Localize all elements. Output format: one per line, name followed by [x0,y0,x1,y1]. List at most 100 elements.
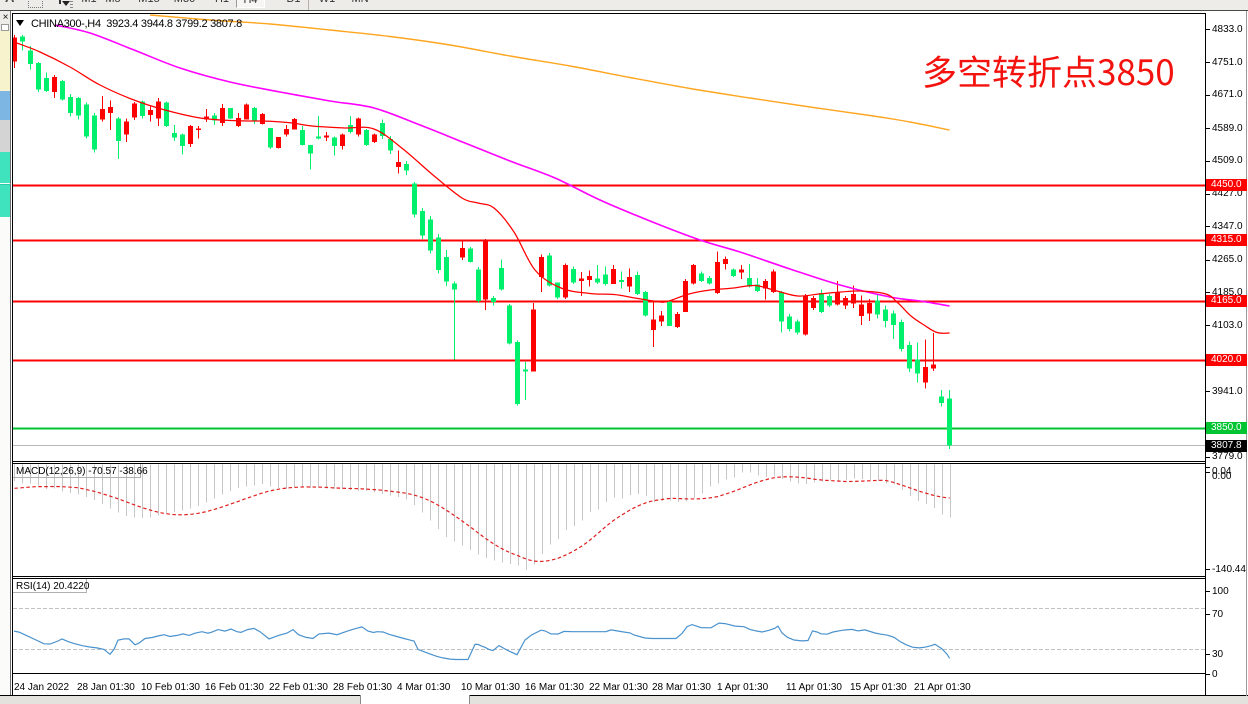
candle-body[interactable] [428,219,433,251]
candle-body[interactable] [931,364,936,369]
candle-body[interactable] [691,265,696,284]
level-badge-3850.0[interactable]: 3850.0 [1206,422,1247,434]
candle-body[interactable] [12,37,17,62]
candle-body[interactable] [124,121,129,135]
chart-symbol-period[interactable]: CHINA300-,H4 [31,18,101,30]
candle-body[interactable] [707,278,712,284]
candle-body[interactable] [204,116,209,120]
candle-body[interactable] [28,50,33,65]
candle-body[interactable] [683,281,688,313]
candle-body[interactable] [747,278,752,287]
level-badge-4165.0[interactable]: 4165.0 [1206,295,1247,307]
candle-body[interactable] [523,369,528,372]
text-tool-icon[interactable]: A [5,0,14,10]
candle-body[interactable] [356,118,361,135]
candle-body[interactable] [140,101,145,117]
candle-body[interactable] [228,107,233,119]
candle-body[interactable] [715,261,720,293]
candle-body[interactable] [452,283,457,290]
candle-body[interactable] [803,296,808,335]
candle-body[interactable] [763,281,768,289]
candle-body[interactable] [420,211,425,236]
timeframe-button-M15[interactable]: M15 [134,0,164,9]
candle-body[interactable] [148,109,153,116]
candle-body[interactable] [52,76,57,92]
timeframe-button-D1[interactable]: D1 [279,0,309,9]
timeframe-button-M1[interactable]: M1 [74,0,104,9]
level-badge-4450.0[interactable]: 4450.0 [1206,179,1247,191]
candle-body[interactable] [276,137,281,149]
candle-body[interactable] [300,129,305,146]
candle-body[interactable] [340,134,345,147]
timeframe-button-M30[interactable]: M30 [170,0,200,9]
candle-body[interactable] [92,115,97,150]
candle-body[interactable] [308,145,313,154]
region-select-icon[interactable] [28,0,43,8]
candle-body[interactable] [891,313,896,325]
candle-body[interactable] [212,115,217,121]
candle-body[interactable] [316,136,321,139]
candle-body[interactable] [611,269,616,284]
timeframe-button-W1[interactable]: W1 [312,0,342,9]
candle-body[interactable] [755,284,760,291]
candle-body[interactable] [771,271,776,292]
candle-body[interactable] [364,130,369,145]
candle-body[interactable] [468,248,473,262]
candle-body[interactable] [332,137,337,147]
candle-body[interactable] [507,305,512,344]
timeframe-button-H1[interactable]: H1 [207,0,237,9]
candle-body[interactable] [851,294,856,304]
candle-body[interactable] [476,269,481,301]
candle-body[interactable] [460,247,465,258]
candle-body[interactable] [555,282,560,298]
candle-body[interactable] [819,292,824,313]
candle-body[interactable] [859,304,864,316]
candle-body[interactable] [100,108,105,120]
candle-body[interactable] [108,106,113,114]
candle-body[interactable] [20,36,25,42]
candle-body[interactable] [563,265,568,298]
candle-body[interactable] [388,139,393,151]
candle-body[interactable] [444,256,449,282]
candle-body[interactable] [188,125,193,145]
candle-body[interactable] [60,81,65,100]
candle-body[interactable] [827,296,832,306]
candle-body[interactable] [939,396,944,403]
candle-body[interactable] [587,275,592,280]
candle-body[interactable] [579,278,584,282]
candle-body[interactable] [539,256,544,278]
candle-body[interactable] [236,117,241,126]
candle-body[interactable] [675,314,680,327]
candle-body[interactable] [843,298,848,306]
candle-body[interactable] [483,241,488,300]
candle-body[interactable] [835,291,840,305]
candle-body[interactable] [156,101,161,119]
candle-body[interactable] [404,163,409,171]
candle-body[interactable] [643,291,648,316]
candle-body[interactable] [947,398,952,446]
candle-body[interactable] [811,298,816,308]
candle-body[interactable] [651,319,656,331]
candle-body[interactable] [84,104,89,137]
candle-body[interactable] [667,301,672,326]
candle-body[interactable] [899,322,904,350]
toolbar-grip[interactable] [70,0,73,10]
candle-body[interactable] [699,273,704,282]
panel-button[interactable] [1,24,9,31]
candle-body[interactable] [867,303,872,314]
candle-body[interactable] [627,276,632,287]
candle-body[interactable] [260,113,265,124]
candle-body[interactable] [723,258,728,265]
candle-body[interactable] [284,128,289,135]
candle-body[interactable] [164,102,169,126]
candle-body[interactable] [268,127,273,148]
level-badge-4315.0[interactable]: 4315.0 [1206,234,1247,246]
candle-body[interactable] [915,359,920,374]
candle-body[interactable] [44,77,49,91]
candle-body[interactable] [172,132,177,138]
candle-body[interactable] [196,128,201,131]
candle-body[interactable] [396,162,401,167]
candle-body[interactable] [491,297,496,303]
candle-body[interactable] [116,118,121,141]
